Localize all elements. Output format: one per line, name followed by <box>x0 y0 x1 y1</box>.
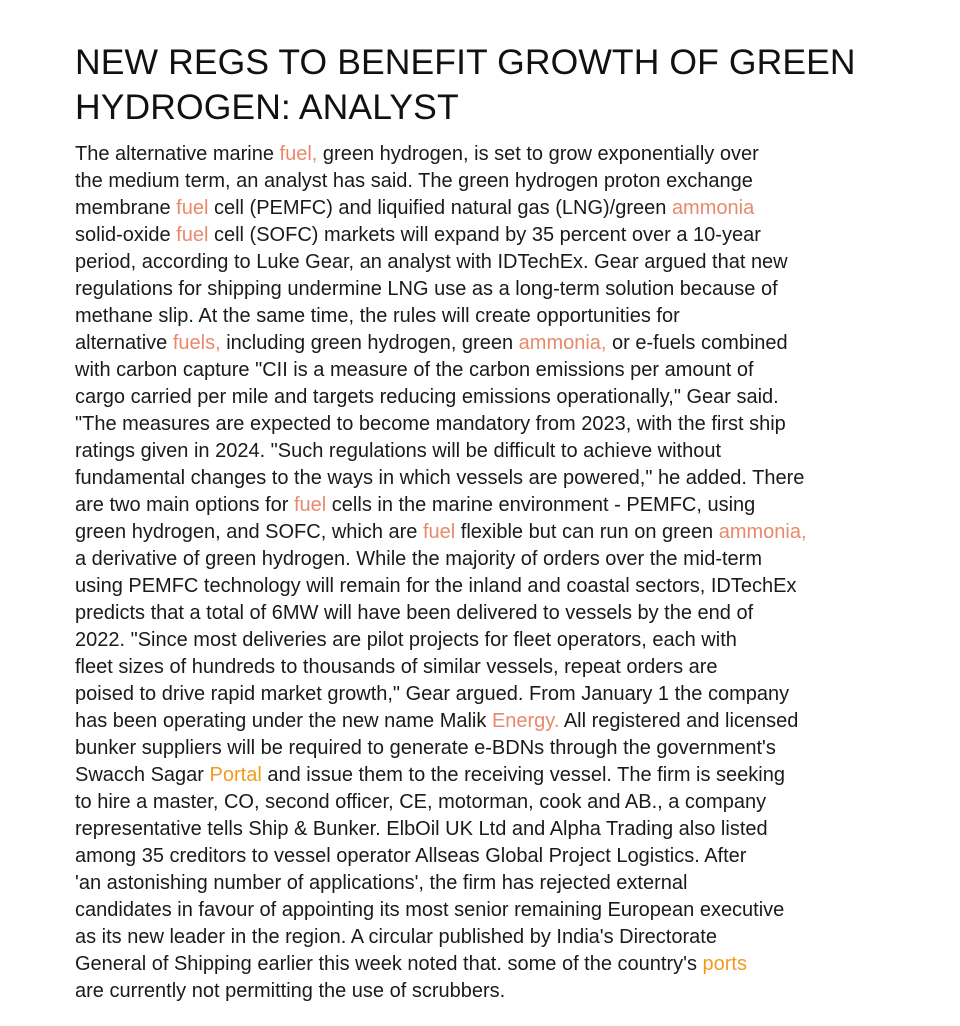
keyword-link[interactable]: Energy. <box>491 710 560 732</box>
body-line: solid-oxide fuel cell (SOFC) markets wil… <box>75 222 875 249</box>
keyword-link[interactable]: ports <box>702 953 747 975</box>
body-text-segment: green hydrogen, and SOFC, which are <box>75 521 423 543</box>
body-text-segment: Swacch Sagar <box>75 764 210 786</box>
keyword-link[interactable]: fuel <box>176 197 209 219</box>
body-line: General of Shipping earlier this week no… <box>75 951 875 978</box>
keyword-link[interactable]: ammonia, <box>518 332 607 354</box>
body-line: using PEMFC technology will remain for t… <box>75 573 875 600</box>
body-line: has been operating under the new name Ma… <box>75 708 875 735</box>
body-text-segment: fundamental changes to the ways in which… <box>75 467 805 489</box>
body-text-segment: cargo carried per mile and targets reduc… <box>75 386 779 408</box>
body-line: to hire a master, CO, second officer, CE… <box>75 789 875 816</box>
body-line: period, according to Luke Gear, an analy… <box>75 249 875 276</box>
body-line: are two main options for fuel cells in t… <box>75 492 875 519</box>
body-text-segment: period, according to Luke Gear, an analy… <box>75 251 788 273</box>
body-text-segment: a derivative of green hydrogen. While th… <box>75 548 762 570</box>
body-line: membrane fuel cell (PEMFC) and liquified… <box>75 195 875 222</box>
body-text-segment: green hydrogen, is set to grow exponenti… <box>317 143 759 165</box>
body-text-segment: bunker suppliers will be required to gen… <box>75 737 776 759</box>
keyword-link[interactable]: ammonia, <box>718 521 807 543</box>
body-text-segment: membrane <box>75 197 177 219</box>
body-line: The alternative marine fuel, green hydro… <box>75 141 875 168</box>
body-line: 2022. "Since most deliveries are pilot p… <box>75 627 875 654</box>
body-text-segment: alternative <box>75 332 173 354</box>
keyword-link[interactable]: fuels, <box>172 332 221 354</box>
body-text-segment: to hire a master, CO, second officer, CE… <box>75 791 767 813</box>
body-text-segment: methane slip. At the same time, the rule… <box>75 305 680 327</box>
body-line: Swacch Sagar Portal and issue them to th… <box>75 762 875 789</box>
body-text-segment: 'an astonishing number of applications',… <box>75 872 688 894</box>
body-text-segment: cell (PEMFC) and liquified natural gas (… <box>208 197 672 219</box>
body-text-segment: fleet sizes of hundreds to thousands of … <box>75 656 718 678</box>
keyword-link[interactable]: ammonia <box>671 197 755 219</box>
body-line: fleet sizes of hundreds to thousands of … <box>75 654 875 681</box>
keyword-link[interactable]: fuel <box>176 224 209 246</box>
body-text-segment: has been operating under the new name Ma… <box>75 710 492 732</box>
body-text-segment: solid-oxide <box>75 224 177 246</box>
body-line: the medium term, an analyst has said. Th… <box>75 168 875 195</box>
body-line: alternative fuels, including green hydro… <box>75 330 875 357</box>
body-text-segment: cell (SOFC) markets will expand by 35 pe… <box>208 224 761 246</box>
body-text-segment: using PEMFC technology will remain for t… <box>75 575 797 597</box>
body-line: among 35 creditors to vessel operator Al… <box>75 843 875 870</box>
body-line: candidates in favour of appointing its m… <box>75 897 875 924</box>
body-line: methane slip. At the same time, the rule… <box>75 303 875 330</box>
body-line: ratings given in 2024. "Such regulations… <box>75 438 875 465</box>
body-line: representative tells Ship & Bunker. ElbO… <box>75 816 875 843</box>
body-text-segment: among 35 creditors to vessel operator Al… <box>75 845 747 867</box>
body-text-segment: or e-fuels combined <box>606 332 788 354</box>
body-text-segment: as its new leader in the region. A circu… <box>75 926 717 948</box>
body-text-segment: General of Shipping earlier this week no… <box>75 953 703 975</box>
body-line: are currently not permitting the use of … <box>75 978 875 1005</box>
body-text-segment: are two main options for <box>75 494 294 516</box>
body-text-segment: and issue them to the receiving vessel. … <box>261 764 785 786</box>
body-line: cargo carried per mile and targets reduc… <box>75 384 875 411</box>
body-line: fundamental changes to the ways in which… <box>75 465 875 492</box>
body-line: predicts that a total of 6MW will have b… <box>75 600 875 627</box>
article: NEW REGS TO BENEFIT GROWTH OF GREEN HYDR… <box>75 40 875 1005</box>
body-text-segment: are currently not permitting the use of … <box>75 980 506 1002</box>
body-line: 'an astonishing number of applications',… <box>75 870 875 897</box>
body-text-segment: flexible but can run on green <box>455 521 719 543</box>
body-text-segment: "The measures are expected to become man… <box>75 413 786 435</box>
body-text-segment: All registered and licensed <box>559 710 799 732</box>
article-body: The alternative marine fuel, green hydro… <box>75 141 875 1005</box>
body-line: bunker suppliers will be required to gen… <box>75 735 875 762</box>
keyword-link[interactable]: fuel <box>294 494 327 516</box>
body-text-segment: regulations for shipping undermine LNG u… <box>75 278 778 300</box>
body-text-segment: ratings given in 2024. "Such regulations… <box>75 440 721 462</box>
body-text-segment: 2022. "Since most deliveries are pilot p… <box>75 629 737 651</box>
body-text-segment: the medium term, an analyst has said. Th… <box>75 170 753 192</box>
body-text-segment: including green hydrogen, green <box>220 332 519 354</box>
article-headline: NEW REGS TO BENEFIT GROWTH OF GREEN HYDR… <box>75 40 875 130</box>
headline-line-1: NEW REGS TO BENEFIT GROWTH OF GREEN <box>75 42 856 82</box>
body-line: poised to drive rapid market growth," Ge… <box>75 681 875 708</box>
body-line: with carbon capture "CII is a measure of… <box>75 357 875 384</box>
body-text-segment: The alternative marine <box>75 143 280 165</box>
body-text-segment: representative tells Ship & Bunker. ElbO… <box>75 818 768 840</box>
body-text-segment: with carbon capture "CII is a measure of… <box>75 359 754 381</box>
body-text-segment: poised to drive rapid market growth," Ge… <box>75 683 790 705</box>
body-line: green hydrogen, and SOFC, which are fuel… <box>75 519 875 546</box>
keyword-link[interactable]: fuel, <box>279 143 318 165</box>
body-line: a derivative of green hydrogen. While th… <box>75 546 875 573</box>
body-text-segment: predicts that a total of 6MW will have b… <box>75 602 754 624</box>
body-text-segment: cells in the marine environment - PEMFC,… <box>326 494 756 516</box>
keyword-link[interactable]: Portal <box>209 764 262 786</box>
body-line: as its new leader in the region. A circu… <box>75 924 875 951</box>
body-line: regulations for shipping undermine LNG u… <box>75 276 875 303</box>
body-text-segment: candidates in favour of appointing its m… <box>75 899 785 921</box>
headline-line-2: HYDROGEN: ANALYST <box>75 87 459 127</box>
body-line: "The measures are expected to become man… <box>75 411 875 438</box>
keyword-link[interactable]: fuel <box>422 521 456 543</box>
